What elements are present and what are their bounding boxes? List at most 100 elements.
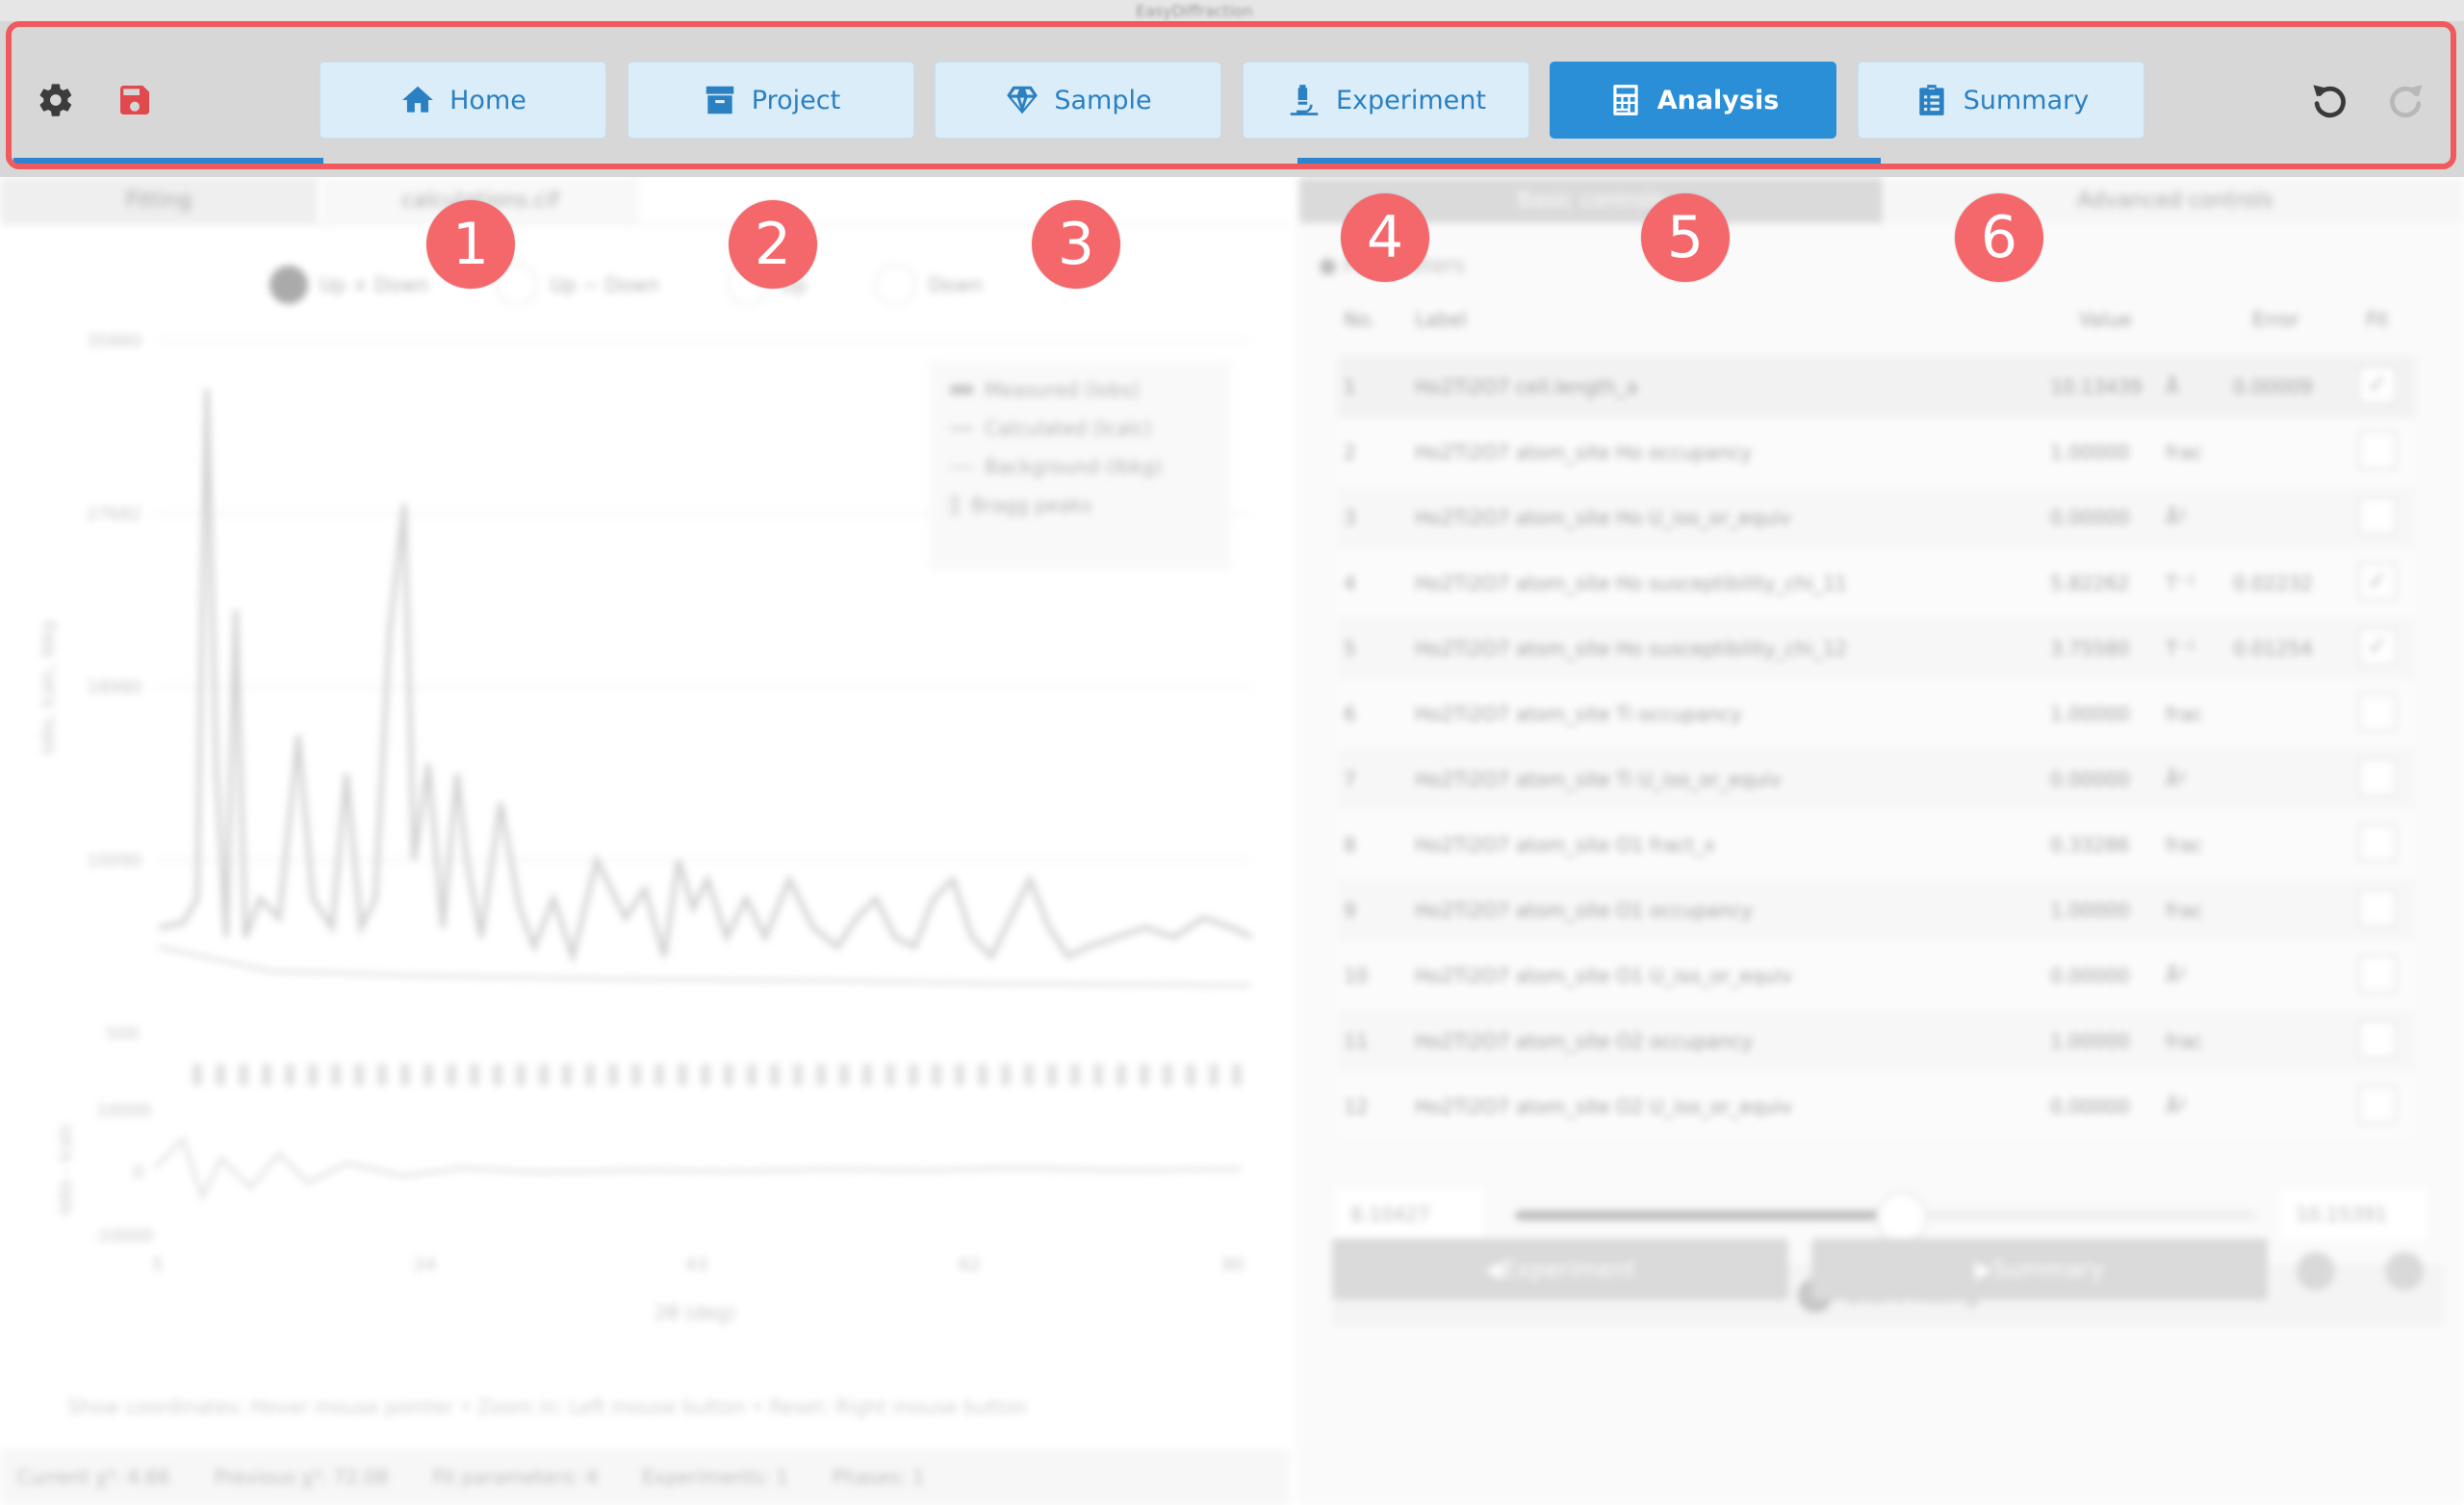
fit-checkbox[interactable]: [2358, 1085, 2397, 1124]
settings-button[interactable]: [33, 77, 79, 123]
fit-checkbox[interactable]: ✓: [2358, 562, 2397, 600]
plot-hint: Show coordinates: Hover mouse pointer • …: [67, 1395, 1027, 1418]
row-error: 0.01254: [2233, 637, 2313, 660]
row-value[interactable]: 1.00000: [2050, 1030, 2130, 1053]
legend-item: Measured (Iobs): [950, 378, 1210, 401]
fit-checkbox[interactable]: ✓: [2358, 366, 2397, 404]
fit-checkbox[interactable]: [2358, 889, 2397, 928]
row-label: Ho2Ti2O7 atom_site Ho occupancy: [1415, 441, 1752, 464]
fit-checkbox[interactable]: ✓: [2358, 627, 2397, 666]
radio-down[interactable]: Down: [874, 264, 983, 306]
window-title: EasyDiffraction: [1136, 2, 1253, 20]
callout-badge-6: 6: [1955, 193, 2043, 282]
fit-checkbox[interactable]: [2358, 1020, 2397, 1059]
prev-experiment-button[interactable]: ◀ Experiment: [1332, 1238, 1788, 1300]
fit-checkbox[interactable]: [2358, 431, 2397, 470]
row-value[interactable]: 1.00000: [2050, 899, 2130, 922]
col-fit: Fit: [2366, 308, 2389, 331]
row-value[interactable]: 0.00000: [2050, 1095, 2130, 1118]
col-label: Label: [1415, 308, 1467, 331]
y-tick: 35860: [87, 331, 142, 351]
parameter-row[interactable]: 5 Ho2Ti2O7 atom_site Ho susceptibility_ch…: [1338, 618, 2416, 679]
row-unit: Å²: [2166, 506, 2187, 529]
row-number: 9: [1344, 899, 1356, 922]
parameter-row[interactable]: 11 Ho2Ti2O7 atom_site O2 occupancy 1.00000…: [1338, 1010, 2416, 1072]
next-summary-button[interactable]: ▶ Summary: [1811, 1238, 2268, 1300]
calculator-icon: [1613, 85, 1638, 115]
row-number: 7: [1344, 768, 1356, 791]
radio-label: Up + Down: [320, 273, 429, 296]
row-label: Ho2Ti2O7 atom_site O2 U_iso_or_equiv: [1415, 1095, 1793, 1118]
microscope-icon: [1290, 85, 1319, 115]
subtab-fitting[interactable]: Fitting: [0, 177, 318, 223]
legend-item: Bragg peaks: [950, 494, 1210, 517]
row-label: Ho2Ti2O7 cell.length_a: [1415, 375, 1638, 398]
y-tick: 500: [106, 1024, 140, 1044]
parameter-row[interactable]: 9 Ho2Ti2O7 atom_site O1 occupancy 1.00000 f…: [1338, 880, 2416, 941]
row-value[interactable]: 0.00000: [2050, 506, 2130, 529]
redo-icon: [2390, 85, 2423, 118]
bug-icon[interactable]: [2385, 1252, 2424, 1290]
tab-home[interactable]: Home: [320, 62, 606, 139]
row-value[interactable]: 0.33286: [2050, 833, 2130, 856]
row-value[interactable]: 0.00000: [2050, 964, 2130, 987]
row-label: Ho2Ti2O7 atom_site Ho U_iso_or_equiv: [1415, 506, 1792, 529]
parameter-slider[interactable]: [1515, 1191, 2256, 1243]
fit-checkbox[interactable]: [2358, 758, 2397, 797]
row-value[interactable]: 3.75580: [2050, 637, 2130, 660]
parameter-row[interactable]: 1 Ho2Ti2O7 cell.length_a 10.13439 Å 0.00009 ✓: [1338, 356, 2416, 418]
slider-handle[interactable]: [1876, 1191, 1929, 1243]
radio-up-minus-down[interactable]: Up − Down: [496, 264, 659, 306]
row-value[interactable]: 1.00000: [2050, 441, 2130, 464]
help-icon[interactable]: [2297, 1252, 2335, 1290]
tab-analysis[interactable]: Analysis: [1550, 62, 1836, 139]
parameter-row[interactable]: 8 Ho2Ti2O7 atom_site O1 fract_x 0.33286 fra…: [1338, 814, 2416, 876]
col-error: Error: [2252, 308, 2299, 331]
row-value[interactable]: 1.00000: [2050, 702, 2130, 726]
row-number: 1: [1344, 375, 1356, 398]
fit-checkbox[interactable]: [2358, 955, 2397, 993]
row-unit: T⁻¹: [2166, 637, 2195, 660]
fit-checkbox[interactable]: [2358, 497, 2397, 535]
tab-summary[interactable]: Summary: [1858, 62, 2144, 139]
tab-project[interactable]: Project: [628, 62, 914, 139]
x-tick: 62: [959, 1255, 981, 1275]
tab-experiment[interactable]: Experiment: [1243, 62, 1529, 139]
radio-label: Up − Down: [550, 273, 659, 296]
row-value[interactable]: 5.82262: [2050, 572, 2130, 595]
undo-button[interactable]: [2306, 77, 2352, 123]
parameter-row[interactable]: 7 Ho2Ti2O7 atom_site Ti U_iso_or_equiv 0.0…: [1338, 749, 2416, 810]
parameter-row[interactable]: 2 Ho2Ti2O7 atom_site Ho occupancy 1.00000 f…: [1338, 421, 2416, 483]
x-axis-label: 2θ (deg): [654, 1301, 736, 1324]
radio-up-plus-down[interactable]: Up + Down: [270, 264, 428, 306]
legend-label: Background (Ibkg): [985, 455, 1163, 478]
difference-plot[interactable]: [154, 1101, 1242, 1245]
main-toolbar: EasyDiffraction Home Project Sample Expe…: [0, 0, 2464, 177]
row-value[interactable]: 10.13439: [2050, 375, 2143, 398]
row-number: 8: [1344, 833, 1356, 856]
legend-label: Measured (Iobs): [985, 378, 1140, 401]
diffraction-plot[interactable]: [29, 321, 1270, 995]
legend-label: Bragg peaks: [971, 494, 1092, 517]
col-no: No.: [1344, 308, 1376, 331]
parameter-row[interactable]: 3 Ho2Ti2O7 atom_site Ho U_iso_or_equiv 0.0…: [1338, 487, 2416, 548]
parameter-row[interactable]: 12 Ho2Ti2O7 atom_site O2 U_iso_or_equiv 0.…: [1338, 1076, 2416, 1137]
fit-checkbox[interactable]: [2358, 693, 2397, 731]
row-value[interactable]: 0.00000: [2050, 768, 2130, 791]
slider-min-field[interactable]: 8.10427: [1332, 1186, 1486, 1243]
row-unit: T⁻¹: [2166, 572, 2195, 595]
workspace: Fitting calculations.cif Up + Down Up − …: [0, 177, 2464, 1505]
save-button[interactable]: [112, 77, 158, 123]
parameter-row[interactable]: 4 Ho2Ti2O7 atom_site Ho susceptibility_ch…: [1338, 552, 2416, 614]
row-unit: frac: [2166, 833, 2203, 856]
parameter-row[interactable]: 10 Ho2Ti2O7 atom_site O1 U_iso_or_equiv 0.…: [1338, 945, 2416, 1007]
redo-button[interactable]: [2383, 77, 2429, 123]
slider-max-field[interactable]: 10.15391: [2277, 1186, 2431, 1243]
row-number: 10: [1344, 964, 1369, 987]
callout-badge-5: 5: [1641, 193, 1730, 282]
parameter-row[interactable]: 6 Ho2Ti2O7 atom_site Ti occupancy 1.00000 f…: [1338, 683, 2416, 745]
row-label: Ho2Ti2O7 atom_site Ho susceptibility_chi…: [1415, 637, 1848, 660]
tab-sample[interactable]: Sample: [935, 62, 1221, 139]
legend-item: Background (Ibkg): [950, 455, 1210, 478]
fit-checkbox[interactable]: [2358, 824, 2397, 862]
